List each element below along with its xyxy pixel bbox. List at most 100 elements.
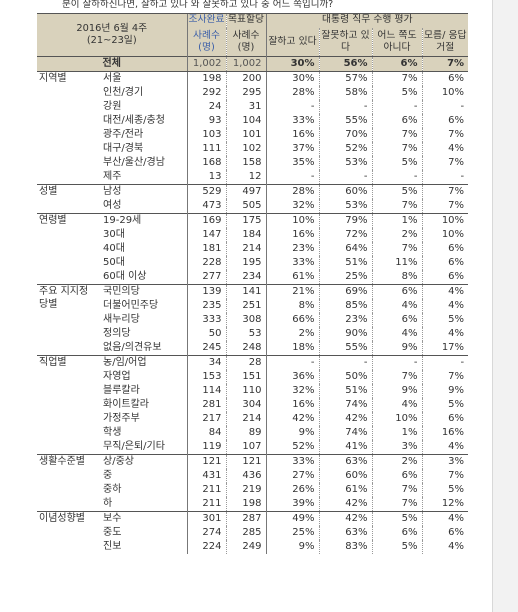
pct-bad: 83%: [318, 539, 373, 554]
pct-good: 30%: [265, 70, 320, 86]
cases-completed: 181: [186, 241, 227, 256]
pct-neither: -: [371, 354, 423, 370]
table-row: 제주 13 12- - - -: [37, 169, 469, 184]
pct-good: 9%: [265, 539, 320, 554]
pct-good: 61%: [265, 269, 320, 284]
cases-weighted: 121: [225, 453, 267, 469]
header-eval-title: 대통령 직무 수행 평가: [265, 13, 469, 28]
pct-dk: 7%: [421, 468, 469, 483]
cases-weighted: 198: [225, 496, 267, 511]
pct-neither: 7%: [371, 369, 423, 384]
pct-dk: 5%: [421, 312, 469, 327]
table-row: 50대 228 195 33% 51% 11% 6%: [37, 255, 469, 270]
row-label: 보수: [95, 510, 188, 526]
pct-bad: 25%: [318, 269, 373, 284]
pct-neither: 8%: [371, 269, 423, 284]
header-weighted: 목표할당: [225, 13, 267, 28]
table-row: 인천/경기 292 295 28% 58% 5% 10%: [37, 85, 469, 100]
pct-good: 16%: [265, 127, 320, 142]
pct-bad: 61%: [318, 482, 373, 497]
pct-good: 37%: [265, 141, 320, 156]
cases-completed: 198: [186, 70, 227, 86]
table-row: 무직/은퇴/기타 119 107 52% 41% 3% 4%: [37, 439, 469, 454]
pct-neither: 7%: [371, 127, 423, 142]
pct-neither: 4%: [371, 298, 423, 313]
pct-bad: 60%: [318, 468, 373, 483]
pct-dk: 7%: [421, 127, 469, 142]
total-label: 전체: [37, 55, 188, 72]
table-row: 중도 274 285 25% 63% 6% 6%: [37, 525, 469, 540]
cases-weighted: 102: [225, 141, 267, 156]
pct-good: 23%: [265, 241, 320, 256]
table-row: 중하 211 219 26% 61% 7% 5%: [37, 482, 469, 497]
row-label: 40대: [103, 242, 125, 254]
cases-weighted: 214: [225, 241, 267, 256]
cases-completed: 13: [186, 169, 227, 184]
pct-neither: 1%: [371, 425, 423, 440]
total-bad: 56%: [318, 55, 373, 72]
pct-neither: 9%: [371, 340, 423, 355]
pct-bad: 63%: [318, 525, 373, 540]
pct-good: -: [265, 169, 320, 184]
cases-weighted: 249: [225, 539, 267, 554]
pct-bad: 53%: [318, 155, 373, 170]
cases-completed: 147: [186, 227, 227, 242]
row-label: 부산/울산/경남: [103, 156, 165, 168]
pct-good: 35%: [265, 155, 320, 170]
pct-good: 52%: [265, 439, 320, 454]
cases-weighted: 141: [225, 283, 267, 299]
pct-good: 18%: [265, 340, 320, 355]
row-label: 30대: [103, 228, 125, 240]
total-n2: 1,002: [225, 55, 267, 72]
row-label: 남성: [95, 183, 188, 199]
row-label: 학생: [103, 426, 122, 438]
pct-neither: 7%: [371, 70, 423, 86]
cases-weighted: 304: [225, 397, 267, 412]
table-row: 화이트칼라 281 304 16% 74% 4% 5%: [37, 397, 469, 412]
cases-completed: 277: [186, 269, 227, 284]
pct-dk: 7%: [421, 183, 469, 199]
pct-good: -: [265, 99, 320, 114]
table-row: 주요 지지정당별 국민의당 139 141 21% 69% 6% 4%: [37, 283, 469, 355]
total-neither: 6%: [371, 55, 423, 72]
pct-good: 49%: [265, 510, 320, 526]
pct-neither: 6%: [371, 468, 423, 483]
pct-neither: 6%: [371, 283, 423, 299]
pct-neither: 2%: [371, 453, 423, 469]
pct-neither: 2%: [371, 227, 423, 242]
cases-completed: 235: [186, 298, 227, 313]
pct-good: 28%: [265, 183, 320, 199]
header-row-1: 2016년 6월 4주 (21~23일) 조사완료 목표할당 대통령 직무 수행…: [37, 13, 469, 56]
group-label: 이념성향별: [37, 510, 95, 554]
cases-weighted: 104: [225, 113, 267, 128]
table-row: 60대 이상 277 234 61% 25% 8% 6%: [37, 269, 469, 284]
row-label: 60대 이상: [103, 270, 147, 282]
table-row: 정의당 50 53 2% 90% 4% 4%: [37, 326, 469, 341]
cases-weighted: 214: [225, 411, 267, 426]
row-label: 50대: [103, 256, 125, 268]
pct-bad: 52%: [318, 141, 373, 156]
cases-weighted: 28: [225, 354, 267, 370]
row-label: 광주/전라: [103, 128, 144, 140]
row-label: 서울: [95, 70, 188, 86]
cases-weighted: 251: [225, 298, 267, 313]
pct-good: 33%: [265, 113, 320, 128]
pct-dk: 4%: [421, 283, 469, 299]
cases-weighted: 12: [225, 169, 267, 184]
table-row: 하 211 198 39% 42% 7% 12%: [37, 496, 469, 511]
pct-bad: 42%: [318, 496, 373, 511]
cases-completed: 217: [186, 411, 227, 426]
pct-dk: -: [421, 169, 469, 184]
row-label: 중하: [103, 483, 122, 495]
pct-dk: 3%: [421, 453, 469, 469]
cases-completed: 431: [186, 468, 227, 483]
pct-good: 33%: [265, 255, 320, 270]
pct-bad: 51%: [318, 383, 373, 398]
pct-dk: 5%: [421, 482, 469, 497]
row-label: 정의당: [103, 327, 131, 339]
pct-neither: 5%: [371, 183, 423, 199]
row-label: 자영업: [103, 370, 131, 382]
row-label: 대구/경북: [103, 142, 144, 154]
pct-dk: 6%: [421, 411, 469, 426]
pct-dk: 10%: [421, 212, 469, 228]
